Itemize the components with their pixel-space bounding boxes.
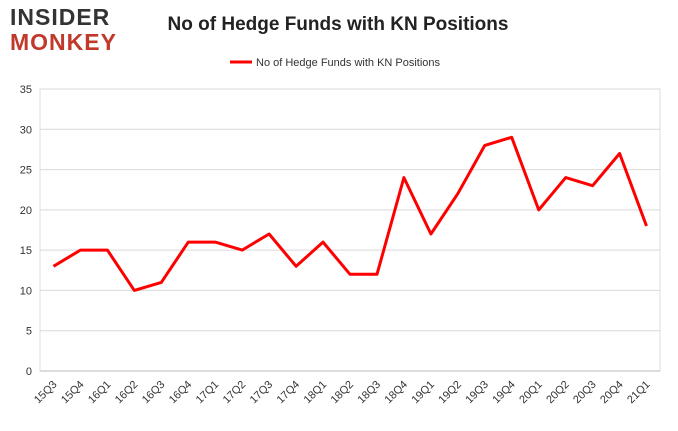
y-tick-label: 15 (20, 245, 32, 257)
logo-line1: INSIDER (10, 4, 110, 30)
logo-line2: MONKEY (10, 29, 117, 55)
y-tick-label: 0 (26, 366, 32, 378)
y-tick-label: 10 (20, 285, 32, 297)
line-series (52, 135, 648, 292)
y-tick-label: 25 (20, 165, 32, 177)
legend-label: No of Hedge Funds with KN Positions (256, 57, 441, 69)
chart-title: No of Hedge Funds with KN Positions (168, 14, 509, 35)
y-tick-label: 5 (26, 326, 32, 338)
y-tick-label: 20 (20, 205, 32, 217)
y-tick-label: 35 (20, 84, 32, 96)
y-tick-label: 30 (20, 124, 32, 136)
